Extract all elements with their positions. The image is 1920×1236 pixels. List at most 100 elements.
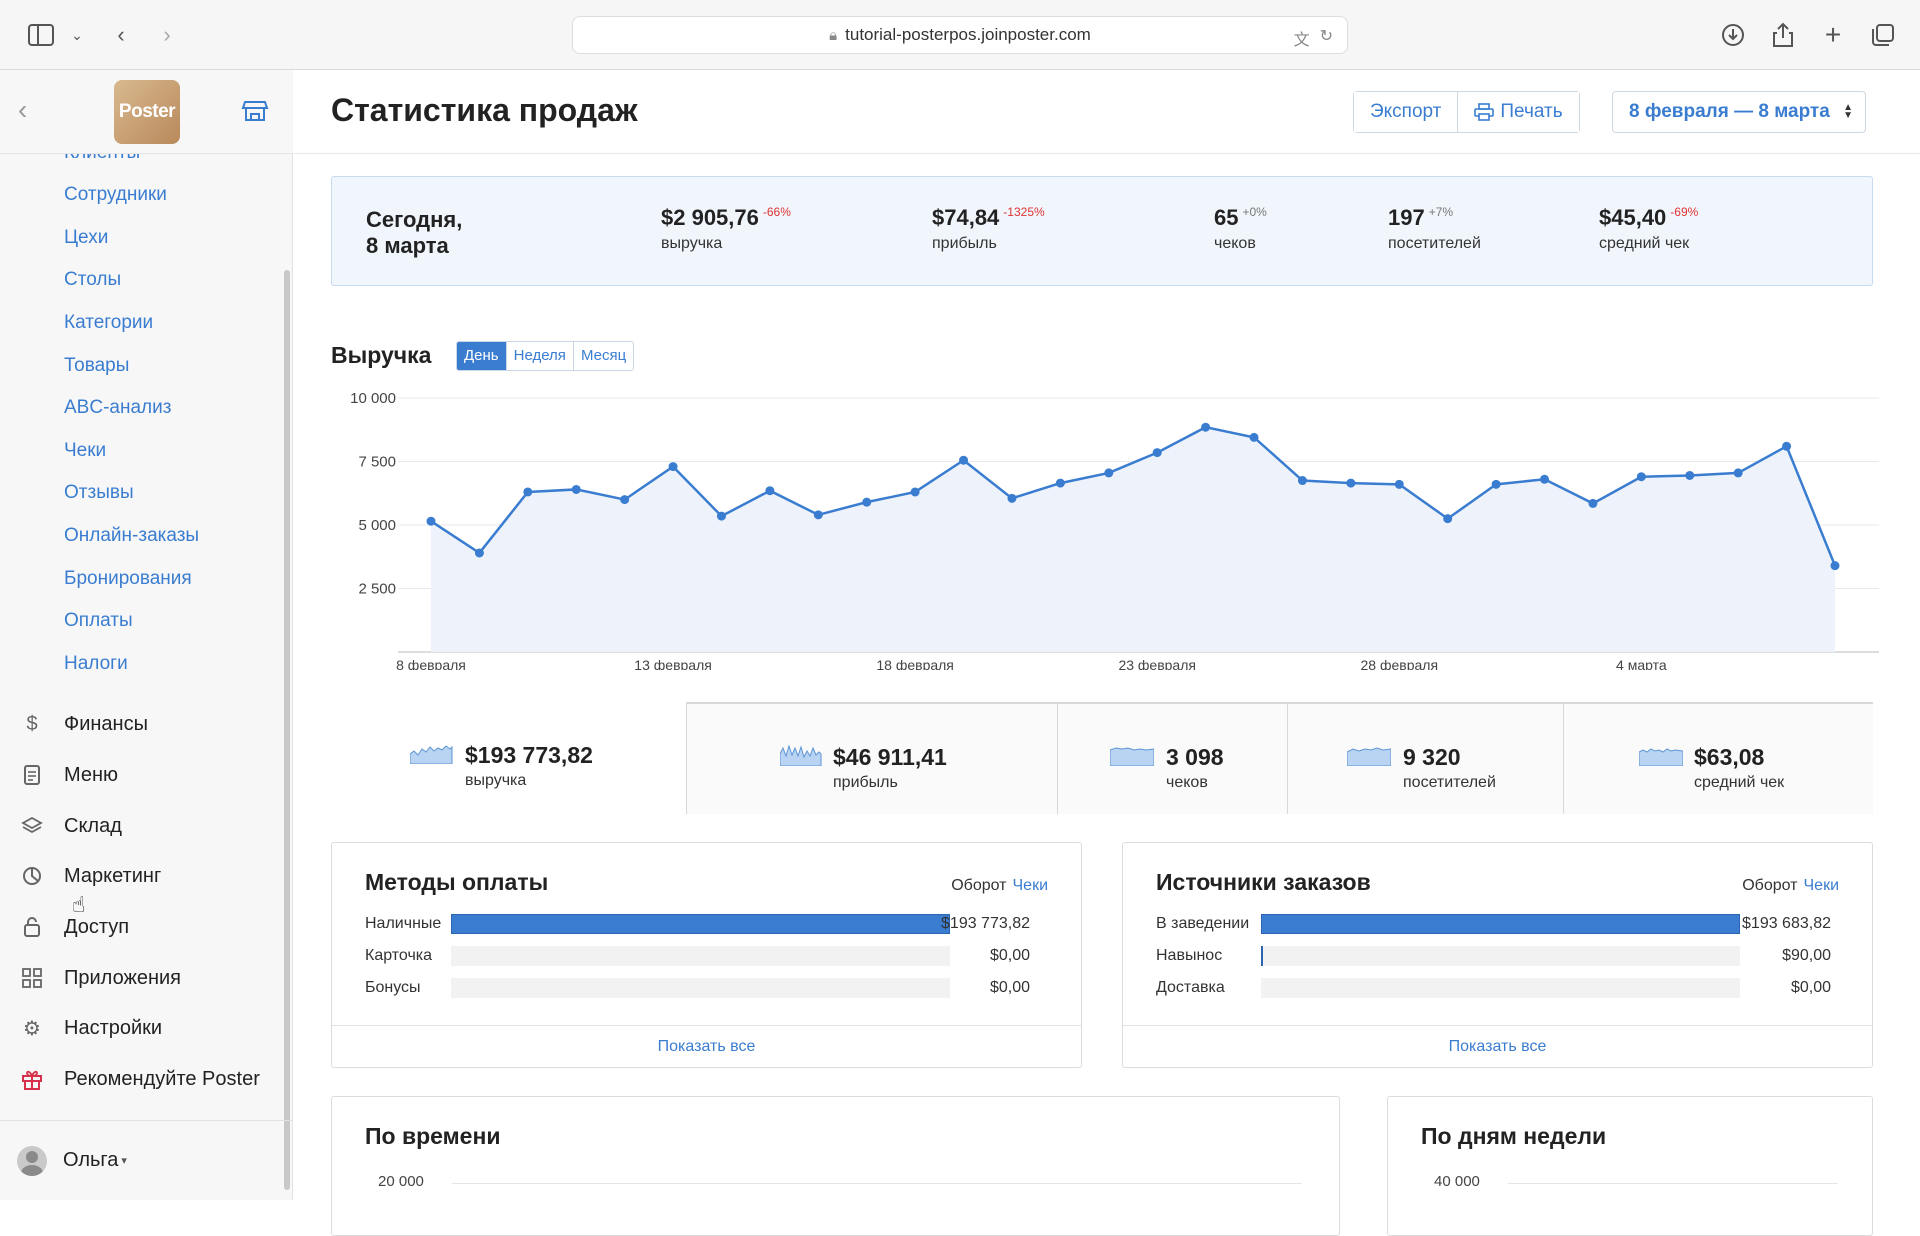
export-print-group: Экспорт Печать [1353, 91, 1580, 133]
download-icon[interactable] [1718, 20, 1748, 50]
x-tick-label: 8 февраля [396, 657, 466, 670]
sidebar-item-employees[interactable]: Сотрудники [64, 184, 167, 205]
bar-name: Навынос [1156, 947, 1223, 964]
revenue-point [426, 516, 436, 526]
sidebar-item-online-orders[interactable]: Онлайн-заказы [64, 525, 200, 546]
kpi-delta: -1325% [1003, 205, 1045, 219]
show-all-link[interactable]: Показать все [1123, 1025, 1872, 1067]
date-range-picker[interactable]: 8 февраля — 8 марта ▲ ▼ [1612, 91, 1866, 133]
sidebar-item-workshops[interactable]: Цехи [64, 227, 109, 248]
sidebar-item-access[interactable]: Доступ [0, 907, 290, 947]
print-label: Печать [1500, 101, 1563, 122]
sidebar-item-label: Маркетинг [64, 864, 162, 887]
sidebar-item-reservations[interactable]: Бронирования [64, 568, 192, 589]
chevron-down-icon: ▾ [121, 1155, 127, 1167]
tab-week[interactable]: Неделя [505, 342, 573, 370]
sidebar-item-payments[interactable]: Оплаты [64, 610, 133, 631]
print-button[interactable]: Печать [1457, 92, 1579, 132]
total-value: $46 911,41 [833, 744, 947, 770]
bar-value: $193 683,82 [1742, 915, 1831, 932]
sidebar-item-taxes[interactable]: Налоги [64, 653, 128, 674]
sidebar-toggle-icon[interactable] [26, 20, 56, 50]
total-avg-check: $63,08 средний чек [1563, 702, 1873, 814]
sidebar-item-finance[interactable]: $ Финансы [0, 704, 290, 744]
revenue-point [1152, 448, 1162, 458]
gridline [452, 1183, 1302, 1184]
new-tab-icon[interactable]: + [1824, 19, 1842, 50]
translate-icon[interactable]: 文 [1293, 32, 1310, 49]
sidebar-item-label: Склад [64, 814, 122, 837]
sidebar-item-abc[interactable]: ABC-анализ [64, 397, 172, 418]
tabs-overview-icon[interactable] [1868, 20, 1898, 50]
tab-month[interactable]: Месяц [572, 342, 633, 370]
sort-arrows-icon: ▲ ▼ [1843, 102, 1853, 121]
total-revenue: $193 773,82 выручка [331, 702, 686, 814]
x-tick-label: 18 февраля [876, 657, 954, 670]
total-label: средний чек [1694, 774, 1785, 791]
total-checks: 3 098 чеков [1057, 702, 1287, 814]
y-tick-label: 20 000 [378, 1173, 424, 1190]
revenue-point [1297, 476, 1307, 486]
sidebar-item-menu[interactable]: Меню [0, 755, 290, 795]
tab-day[interactable]: День [457, 342, 506, 370]
bar-track [1261, 946, 1740, 966]
sidebar-item-products[interactable]: Товары [64, 355, 130, 376]
reload-icon[interactable]: ↻ [1319, 28, 1333, 45]
sidebar-item-checks[interactable]: Чеки [64, 440, 107, 461]
lock-icon [0, 916, 64, 938]
sidebar-scrollbar[interactable] [284, 270, 290, 1190]
main-content: Статистика продаж Экспорт Печать 8 февра… [294, 70, 1920, 1236]
x-tick-label: 28 февраля [1361, 657, 1439, 670]
sidebar-item-settings[interactable]: ⚙ Настройки [0, 1008, 290, 1048]
by-time-card: По времени 20 000 [331, 1096, 1340, 1236]
export-button[interactable]: Экспорт [1354, 92, 1458, 132]
address-bar[interactable]: 🔒︎ tutorial-posterpos.joinposter.com 文 ↻ [572, 16, 1348, 54]
share-icon[interactable] [1768, 20, 1798, 50]
total-label: прибыль [833, 774, 898, 791]
sidebar-item-marketing[interactable]: Маркетинг [0, 856, 290, 896]
bar-value: $193 773,82 [941, 915, 1030, 932]
back-arrow-icon[interactable]: ‹ [117, 22, 125, 47]
sidebar-item-reviews[interactable]: Отзывы [64, 482, 134, 503]
today-kpi-profit: $74,84 -1325% прибыль [932, 205, 1045, 253]
kpi-delta: +7% [1428, 205, 1454, 219]
total-visitors: 9 320 посетителей [1287, 702, 1563, 814]
option-checks[interactable]: Чеки [1012, 877, 1049, 894]
show-all-link[interactable]: Показать все [332, 1025, 1081, 1067]
bar-track [451, 978, 950, 998]
sidebar-item-categories[interactable]: Категории [64, 312, 154, 333]
sidebar-item-apps[interactable]: Приложения [0, 958, 290, 998]
sidebar-item-warehouse[interactable]: Склад [0, 806, 290, 846]
revenue-point [474, 548, 484, 558]
sidebar-item-label: Рекомендуйте Poster [64, 1067, 260, 1090]
option-turnover[interactable]: Оборот [1742, 877, 1798, 894]
store-icon[interactable] [240, 96, 270, 126]
revenue-point [668, 462, 678, 472]
sidebar-item-label: Финансы [64, 712, 148, 735]
revenue-point [620, 495, 630, 505]
revenue-point [523, 487, 533, 497]
hand-cursor-icon: ☝︎ [72, 892, 86, 917]
revenue-chart: 2 500 5 000 7 500 10 000 8 февраля 13 февраля… [350, 390, 1879, 670]
total-label: выручка [465, 772, 527, 789]
revenue-point [1346, 478, 1356, 488]
x-tick-label: 23 февраля [1118, 657, 1196, 670]
browser-toolbar: ⌄ ‹ › 🔒︎ tutorial-posterpos.joinposter.c… [0, 0, 1920, 70]
today-kpi-checks: 65 +0% чеков [1214, 205, 1267, 253]
option-turnover[interactable]: Оборот [951, 877, 1007, 894]
user-menu[interactable]: Ольга ▾ [0, 1120, 293, 1200]
sidebar-item-tables[interactable]: Столы [64, 269, 122, 290]
bar-row: Навынос [1156, 945, 1266, 967]
revenue-point [910, 487, 920, 497]
poster-logo[interactable]: Poster [114, 80, 180, 144]
option-checks[interactable]: Чеки [1803, 877, 1840, 894]
kpi-label: средний чек [1599, 235, 1690, 252]
sidebar-item-recommend[interactable]: Рекомендуйте Poster [0, 1059, 290, 1099]
bar-name: Доставка [1156, 979, 1225, 996]
revenue-point [1588, 498, 1598, 508]
chevron-down-icon[interactable]: ⌄ [71, 26, 83, 43]
forward-arrow-icon[interactable]: › [163, 22, 171, 47]
bar-track [451, 914, 950, 934]
bar-fill [451, 914, 950, 934]
collapse-sidebar-icon[interactable]: ‹ [18, 94, 28, 125]
